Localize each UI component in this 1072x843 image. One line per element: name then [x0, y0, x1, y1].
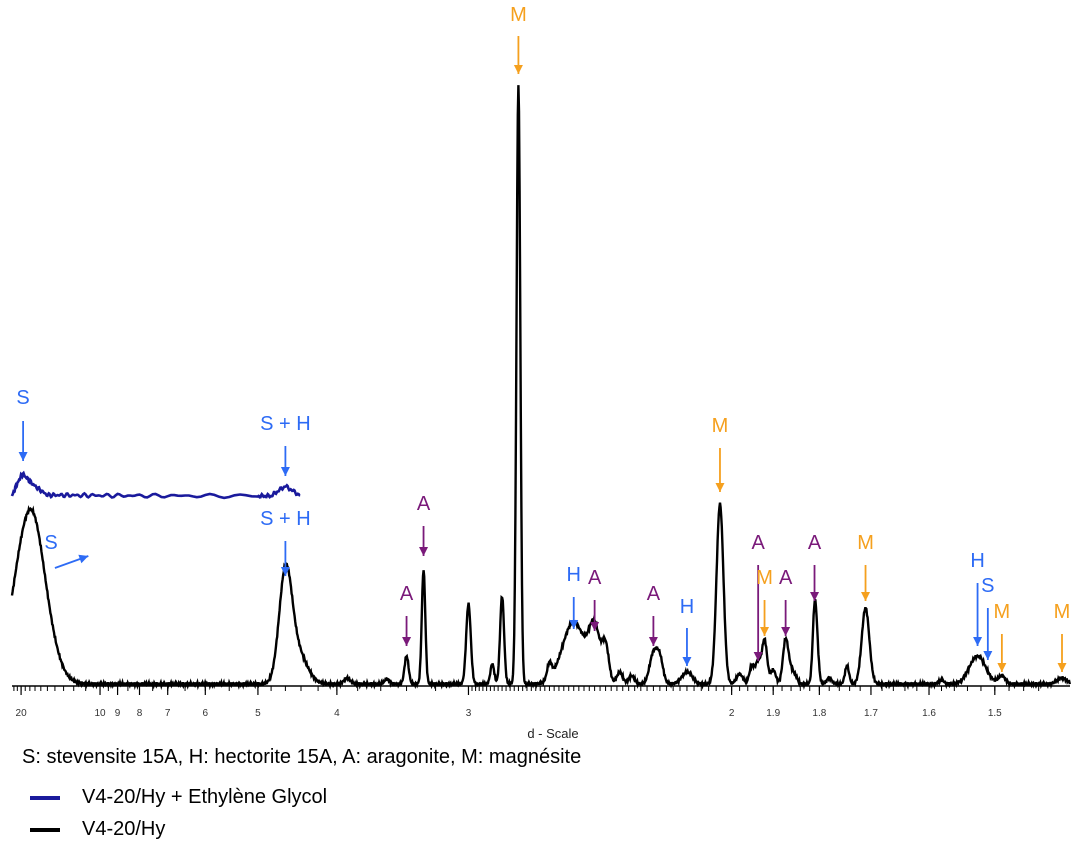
peak-arrow-head — [760, 627, 770, 636]
peak-label: M — [857, 532, 874, 554]
chart-caption: S: stevensite 15A, H: hectorite 15A, A: … — [22, 746, 582, 768]
peak-label: S — [16, 387, 29, 409]
peak-label: M — [1054, 601, 1071, 623]
legend-label-ethylene-glycol: V4-20/Hy + Ethylène Glycol — [82, 786, 328, 808]
peak-label: H — [970, 550, 984, 572]
legend-swatch-untreated — [30, 827, 60, 832]
peak-arrow-head — [997, 663, 1007, 672]
peak-arrow-head — [280, 567, 290, 576]
x-axis-title: d - Scale — [527, 726, 578, 740]
peak-label: A — [779, 567, 793, 589]
peak-label: A — [751, 532, 765, 554]
peak-label: M — [756, 567, 773, 589]
peak-arrow-head — [402, 637, 412, 646]
peak-arrow-head — [810, 592, 820, 601]
peak-arrow-head — [513, 65, 523, 74]
x-tick-label: 3 — [466, 708, 472, 719]
peak-arrow-head — [280, 467, 290, 476]
peak-label: S — [44, 532, 57, 554]
peak-arrow-head — [973, 637, 983, 646]
peak-arrow-head — [1057, 663, 1067, 672]
peak-label: H — [680, 596, 694, 618]
peak-label: A — [647, 583, 661, 605]
x-tick-label: 1.6 — [922, 708, 936, 719]
x-tick-label: 2 — [729, 708, 735, 719]
x-tick-label: 1.8 — [812, 708, 826, 719]
x-tick-label: 7 — [165, 708, 171, 719]
peak-label: H — [567, 564, 581, 586]
x-tick-label: 1.9 — [766, 708, 780, 719]
peak-label: A — [808, 532, 822, 554]
peak-arrow-head — [648, 637, 658, 646]
peak-label: S + H — [260, 413, 311, 435]
x-tick-label: 1.7 — [864, 708, 878, 719]
peak-label: A — [400, 583, 414, 605]
legend-item-ethylene-glycol: V4-20/Hy + Ethylène Glycol — [30, 786, 327, 809]
peak-arrow-head — [419, 547, 429, 556]
legend-label-untreated: V4-20/Hy — [82, 818, 166, 840]
peak-arrow-head — [78, 554, 89, 564]
peak-label: S + H — [260, 508, 311, 530]
peak-arrow-head — [590, 622, 600, 631]
x-tick-label: 8 — [137, 708, 143, 719]
x-tick-label: 4 — [334, 708, 340, 719]
x-tick-label: 20 — [16, 708, 28, 719]
peak-label: M — [994, 601, 1011, 623]
peak-label: M — [712, 415, 729, 437]
peak-arrow-head — [861, 592, 871, 601]
peak-label: A — [417, 493, 431, 515]
peak-label: A — [588, 567, 602, 589]
x-tick-label: 1.5 — [988, 708, 1002, 719]
x-tick-label: 10 — [94, 708, 106, 719]
peak-arrow-head — [682, 657, 692, 666]
peak-arrow-head — [18, 452, 28, 461]
xrd-chart: 20 10 9 8 7 6 5 4 3 2 1.9 1.8 1.7 1.6 1.5 d - Scale S S +… — [10, 4, 1071, 740]
x-tick-label: 6 — [203, 708, 209, 719]
peak-arrow-head — [715, 483, 725, 492]
peak-arrow-head — [569, 620, 579, 629]
peak-arrow-head — [983, 651, 993, 660]
legend-item-untreated: V4-20/Hy — [30, 818, 165, 841]
peak-label: S — [981, 575, 994, 597]
peak-label: M — [510, 4, 527, 26]
peak-arrow-head — [753, 652, 763, 661]
x-tick-label: 9 — [115, 708, 121, 719]
legend-swatch-ethylene-glycol — [30, 795, 60, 800]
x-tick-label: 5 — [255, 708, 261, 719]
series-line-ethylene-glycol — [10, 470, 301, 500]
series-line-untreated — [10, 85, 1071, 691]
peak-arrow-head — [781, 627, 791, 636]
